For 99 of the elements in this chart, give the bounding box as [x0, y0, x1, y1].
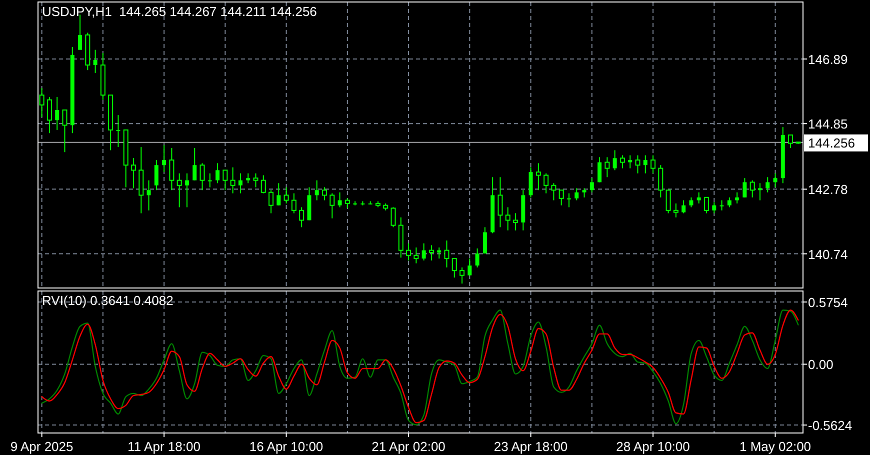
candlestick: [344, 198, 350, 209]
candlestick: [758, 182, 762, 201]
candlestick: [39, 88, 44, 118]
candlestick: [482, 226, 487, 254]
y-tick-label: 140.74: [808, 246, 848, 262]
candlestick: [582, 188, 586, 198]
candlestick: [422, 242, 426, 261]
candlestick: [390, 206, 396, 228]
candlestick: [773, 172, 778, 188]
candlestick: [712, 202, 716, 214]
candlestick: [558, 190, 564, 206]
y-tick-label: 142.78: [808, 182, 848, 198]
candlestick: [314, 180, 319, 201]
candlestick: [276, 182, 281, 206]
candlestick: [766, 176, 770, 193]
x-tick-label: 16 Apr 10:00: [249, 439, 324, 454]
candlestick: [528, 166, 533, 198]
candlestick: [658, 164, 664, 198]
x-tick-label: 28 Apr 10:00: [616, 439, 690, 454]
candlestick: [268, 190, 274, 214]
y-tick-label: 0.5754: [808, 294, 848, 310]
candlestick: [750, 180, 755, 198]
candlestick: [169, 148, 174, 191]
candlestick: [475, 248, 480, 268]
candlestick: [574, 188, 579, 201]
candlestick: [330, 192, 335, 219]
candlestick: [682, 200, 686, 214]
x-tick-label: 9 Apr 2025: [10, 439, 74, 454]
candlestick: [55, 96, 60, 130]
candlestick: [299, 206, 304, 228]
candlestick: [253, 172, 258, 188]
candlestick: [200, 162, 205, 191]
candlestick: [720, 200, 724, 211]
candlestick: [628, 154, 632, 169]
candlestick: [216, 162, 220, 184]
candlestick: [505, 206, 510, 231]
candlestick: [162, 144, 166, 173]
candlestick: [176, 172, 182, 208]
y-tick-label: 144.85: [808, 116, 848, 132]
x-tick-label: 23 Apr 18:00: [494, 439, 568, 454]
candlestick: [742, 178, 747, 198]
candlestick: [322, 186, 327, 201]
candlestick: [414, 246, 419, 264]
candlestick: [246, 172, 250, 184]
x-tick-label: 11 Apr 18:00: [128, 439, 200, 454]
candlestick: [643, 154, 648, 174]
candlestick: [566, 192, 571, 208]
candlestick: [666, 190, 671, 214]
candlestick: [704, 196, 709, 214]
candlestick: [93, 49, 98, 74]
candlestick: [444, 240, 450, 268]
chart-title: USDJPY,H1 144.265 144.267 144.211 144.256: [42, 4, 317, 19]
candlestick: [46, 96, 52, 134]
candlestick: [437, 246, 442, 260]
candlestick: [154, 160, 158, 191]
candlestick: [260, 174, 266, 194]
candlestick: [452, 258, 457, 278]
candlestick: [620, 154, 625, 169]
candlestick: [635, 154, 640, 174]
candlestick: [612, 150, 617, 171]
x-tick-label: 1 May 02:00: [739, 439, 812, 454]
candlestick: [460, 266, 465, 284]
candlestick: [788, 134, 794, 149]
candlestick: [291, 192, 296, 214]
candlestick: [238, 172, 242, 194]
x-tick-label: 21 Apr 02:00: [372, 439, 446, 454]
candlestick: [536, 162, 541, 191]
candlestick: [406, 242, 412, 261]
candlestick: [146, 180, 151, 211]
ref-line-label: 144.256: [808, 135, 855, 150]
candlestick: [689, 196, 694, 208]
chart-title: RVI(10) 0.3641 0.4082: [42, 293, 174, 308]
y-tick-label: -0.5624: [808, 418, 852, 434]
candlestick: [230, 166, 236, 194]
candlestick: [673, 202, 678, 218]
candlestick: [208, 172, 212, 188]
candlestick: [598, 156, 602, 183]
candlestick: [551, 182, 556, 201]
candlestick: [735, 192, 740, 204]
candlestick: [498, 176, 503, 228]
candlestick: [428, 244, 434, 261]
candlestick: [184, 172, 189, 208]
candlestick: [650, 154, 656, 174]
y-tick-label: 146.89: [808, 52, 848, 68]
candlestick: [116, 114, 120, 148]
candlestick: [284, 186, 289, 204]
candlestick: [62, 110, 68, 153]
candlestick: [222, 170, 228, 191]
candlestick: [604, 156, 610, 178]
candlestick: [338, 192, 342, 208]
candlestick: [544, 172, 549, 194]
candlestick: [192, 148, 197, 181]
candlestick: [727, 196, 732, 208]
y-tick-label: 0.00: [808, 357, 834, 372]
candlestick: [131, 158, 136, 189]
candlestick: [696, 192, 701, 204]
candlestick: [513, 212, 518, 231]
candlestick: [590, 178, 594, 193]
candlestick: [468, 258, 472, 276]
